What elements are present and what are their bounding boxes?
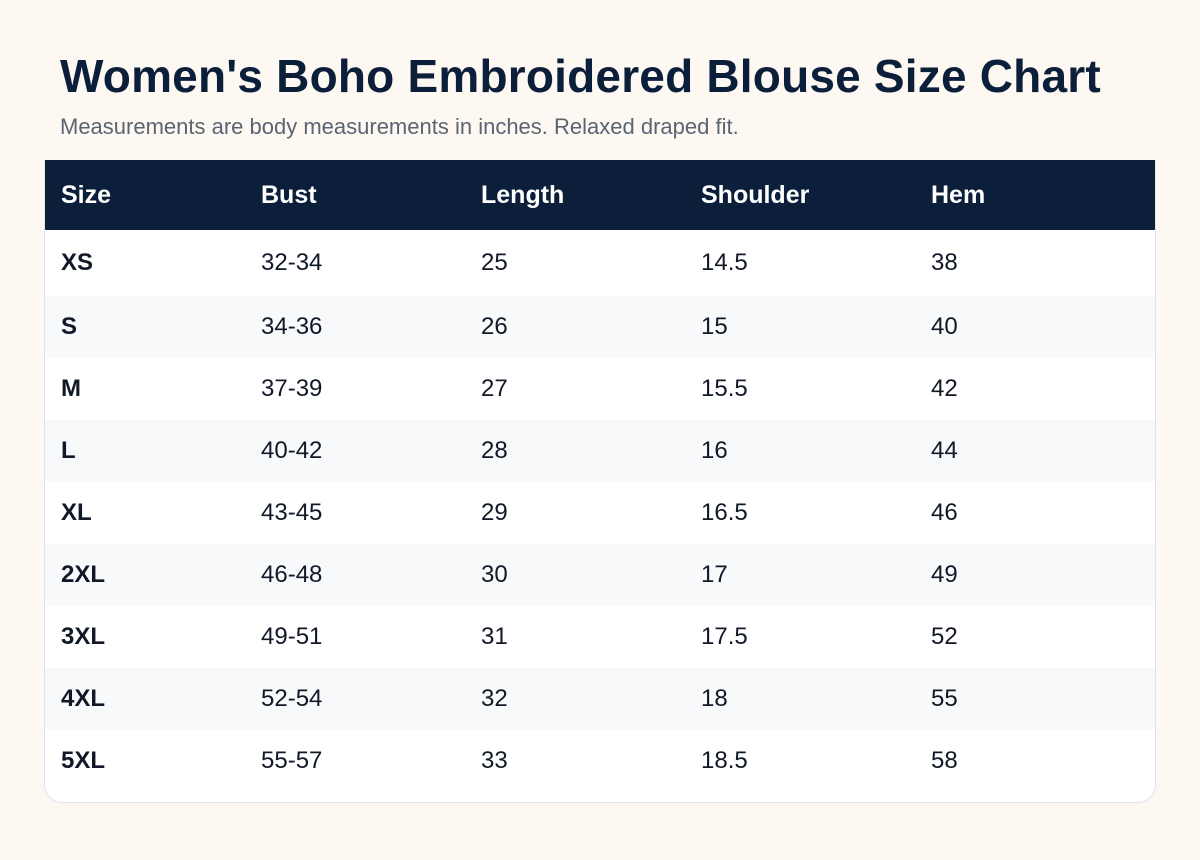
length-cell: 26: [481, 313, 508, 340]
length-cell: 29: [481, 499, 508, 526]
hem-cell: 42: [931, 375, 958, 402]
table-row: XS 32-34 25 14.5 38: [45, 230, 1155, 296]
table-row: 5XL 55-57 33 18.5 58: [45, 730, 1155, 792]
page-subtitle: Measurements are body measurements in in…: [60, 114, 739, 139]
hem-cell: 46: [931, 499, 958, 526]
size-cell: XL: [61, 499, 92, 526]
length-cell: 30: [481, 561, 508, 588]
table-row: 4XL 52-54 32 18 55: [45, 668, 1155, 730]
hem-cell: 44: [931, 437, 958, 464]
column-header-size: Size: [61, 180, 112, 209]
bust-cell: 34-36: [261, 313, 323, 340]
length-cell: 31: [481, 623, 508, 650]
length-cell: 28: [481, 437, 508, 464]
table-header: Size Bust Length Shoulder Hem: [45, 160, 1155, 230]
size-cell: 4XL: [61, 685, 106, 712]
table-row: 2XL 46-48 30 17 49: [45, 544, 1155, 606]
column-header-hem: Hem: [931, 180, 986, 209]
column-header-bust: Bust: [261, 180, 317, 209]
table-row: M 37-39 27 15.5 42: [45, 358, 1155, 420]
hem-cell: 55: [931, 685, 958, 712]
hem-cell: 40: [931, 313, 958, 340]
table-row: 3XL 49-51 31 17.5 52: [45, 606, 1155, 668]
bust-cell: 55-57: [261, 747, 323, 774]
bust-cell: 49-51: [261, 623, 323, 650]
size-cell: M: [61, 375, 81, 402]
size-cell: 2XL: [61, 561, 106, 588]
table-body: XS 32-34 25 14.5 38 S 34-36 26 15 40 M 3…: [45, 230, 1155, 792]
shoulder-cell: 17: [701, 561, 728, 588]
shoulder-cell: 15: [701, 313, 728, 340]
bust-cell: 52-54: [261, 685, 323, 712]
header-row: Size Bust Length Shoulder Hem: [45, 160, 1155, 230]
column-header-shoulder: Shoulder: [701, 180, 810, 209]
length-cell: 27: [481, 375, 508, 402]
size-chart-table: Size Bust Length Shoulder Hem XS 32-34 2…: [45, 160, 1155, 792]
size-cell: XS: [61, 249, 94, 276]
table-row: L 40-42 28 16 44: [45, 420, 1155, 482]
page-title: Women's Boho Embroidered Blouse Size Cha…: [60, 50, 1101, 102]
size-cell: 5XL: [61, 747, 106, 774]
size-cell: 3XL: [61, 623, 106, 650]
size-cell: L: [61, 437, 76, 464]
column-header-length: Length: [481, 180, 565, 209]
length-cell: 32: [481, 685, 508, 712]
size-chart-card: Size Bust Length Shoulder Hem XS 32-34 2…: [44, 160, 1156, 803]
shoulder-cell: 16: [701, 437, 728, 464]
bust-cell: 46-48: [261, 561, 323, 588]
hem-cell: 49: [931, 561, 958, 588]
size-cell: S: [61, 313, 78, 340]
length-cell: 33: [481, 747, 508, 774]
hem-cell: 58: [931, 747, 958, 774]
shoulder-cell: 16.5: [701, 499, 748, 526]
shoulder-cell: 18.5: [701, 747, 748, 774]
hem-cell: 52: [931, 623, 958, 650]
shoulder-cell: 14.5: [701, 249, 748, 276]
length-cell: 25: [481, 249, 508, 276]
hem-cell: 38: [931, 249, 958, 276]
shoulder-cell: 17.5: [701, 623, 748, 650]
bust-cell: 32-34: [261, 249, 323, 276]
bust-cell: 37-39: [261, 375, 323, 402]
shoulder-cell: 15.5: [701, 375, 748, 402]
bust-cell: 43-45: [261, 499, 323, 526]
shoulder-cell: 18: [701, 685, 728, 712]
bust-cell: 40-42: [261, 437, 323, 464]
table-row: XL 43-45 29 16.5 46: [45, 482, 1155, 544]
table-row: S 34-36 26 15 40: [45, 296, 1155, 358]
